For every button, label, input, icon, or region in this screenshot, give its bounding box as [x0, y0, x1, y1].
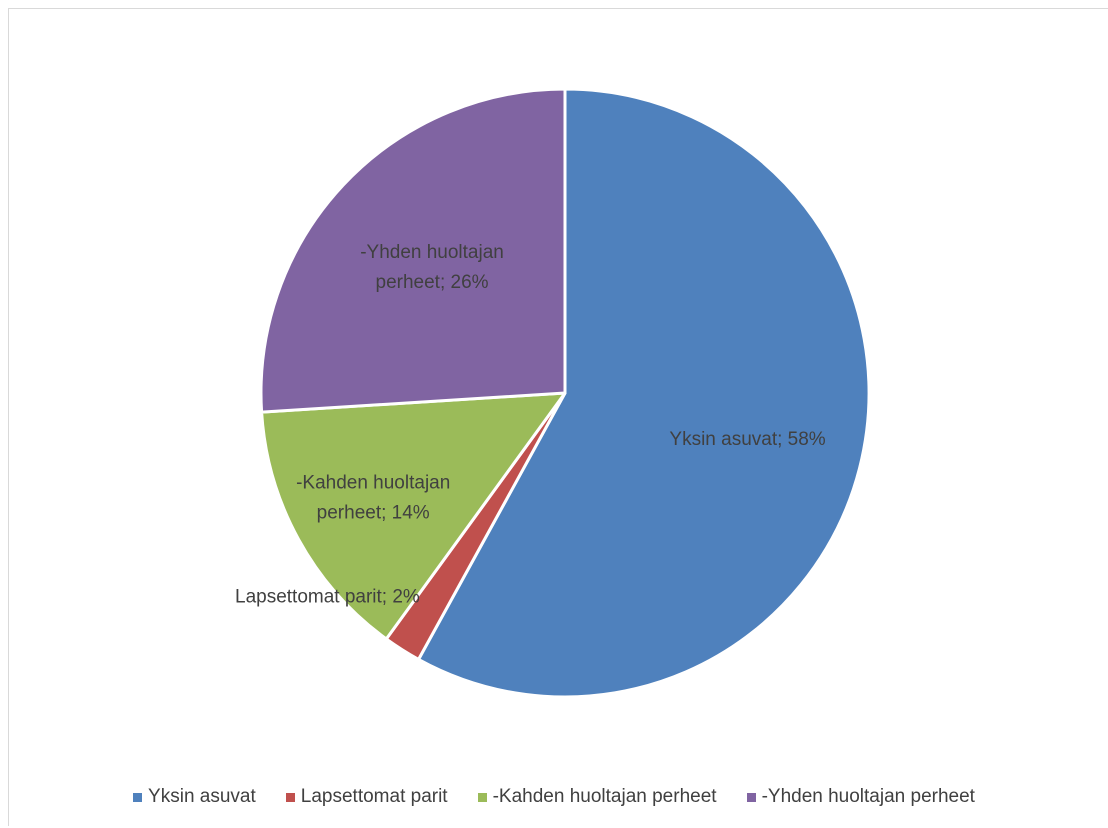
legend-label: Lapsettomat parit: [300, 786, 448, 807]
legend-item: Yksin asuvat: [133, 786, 256, 808]
legend-swatch: [477, 792, 487, 802]
chart-legend: Yksin asuvat Lapsettomat parit -Kahden huo…: [0, 786, 1108, 808]
data-label-3-line-0: -Yhden huoltajan: [360, 242, 504, 263]
data-label-3-line-1: perheet; 26%: [376, 272, 489, 293]
legend-item: Lapsettomat parit: [285, 786, 448, 808]
pie-slice-kahden-huoltajan-perheet: [260, 391, 567, 641]
legend-item: -Yhden huoltajan perheet: [746, 786, 975, 808]
data-label-1-line-0: Lapsettomat parit; 2%: [235, 586, 420, 607]
legend-label: -Kahden huoltajan perheet: [492, 786, 717, 807]
legend-swatch: [285, 792, 295, 802]
pie-slice-yhden-huoltajan-perheet: [259, 87, 567, 414]
pie-chart: Yksin asuvat; 58% Lapsettomat parit; 2% -K…: [235, 87, 871, 699]
legend-swatch: [133, 792, 143, 802]
legend-label: -Yhden huoltajan perheet: [761, 786, 975, 807]
data-label-0-line-0: Yksin asuvat; 58%: [669, 429, 825, 450]
data-label-2-line-1: perheet; 14%: [317, 502, 430, 523]
legend-item: -Kahden huoltajan perheet: [477, 786, 717, 808]
pie-slice-yksin-asuvat: [417, 87, 871, 699]
pie-data-labels: Yksin asuvat; 58% Lapsettomat parit; 2% -K…: [235, 242, 826, 607]
pie-slices: [259, 87, 871, 699]
legend-label: Yksin asuvat: [148, 786, 256, 807]
legend-swatch: [746, 792, 756, 802]
data-label-2-line-0: -Kahden huoltajan: [296, 472, 450, 493]
